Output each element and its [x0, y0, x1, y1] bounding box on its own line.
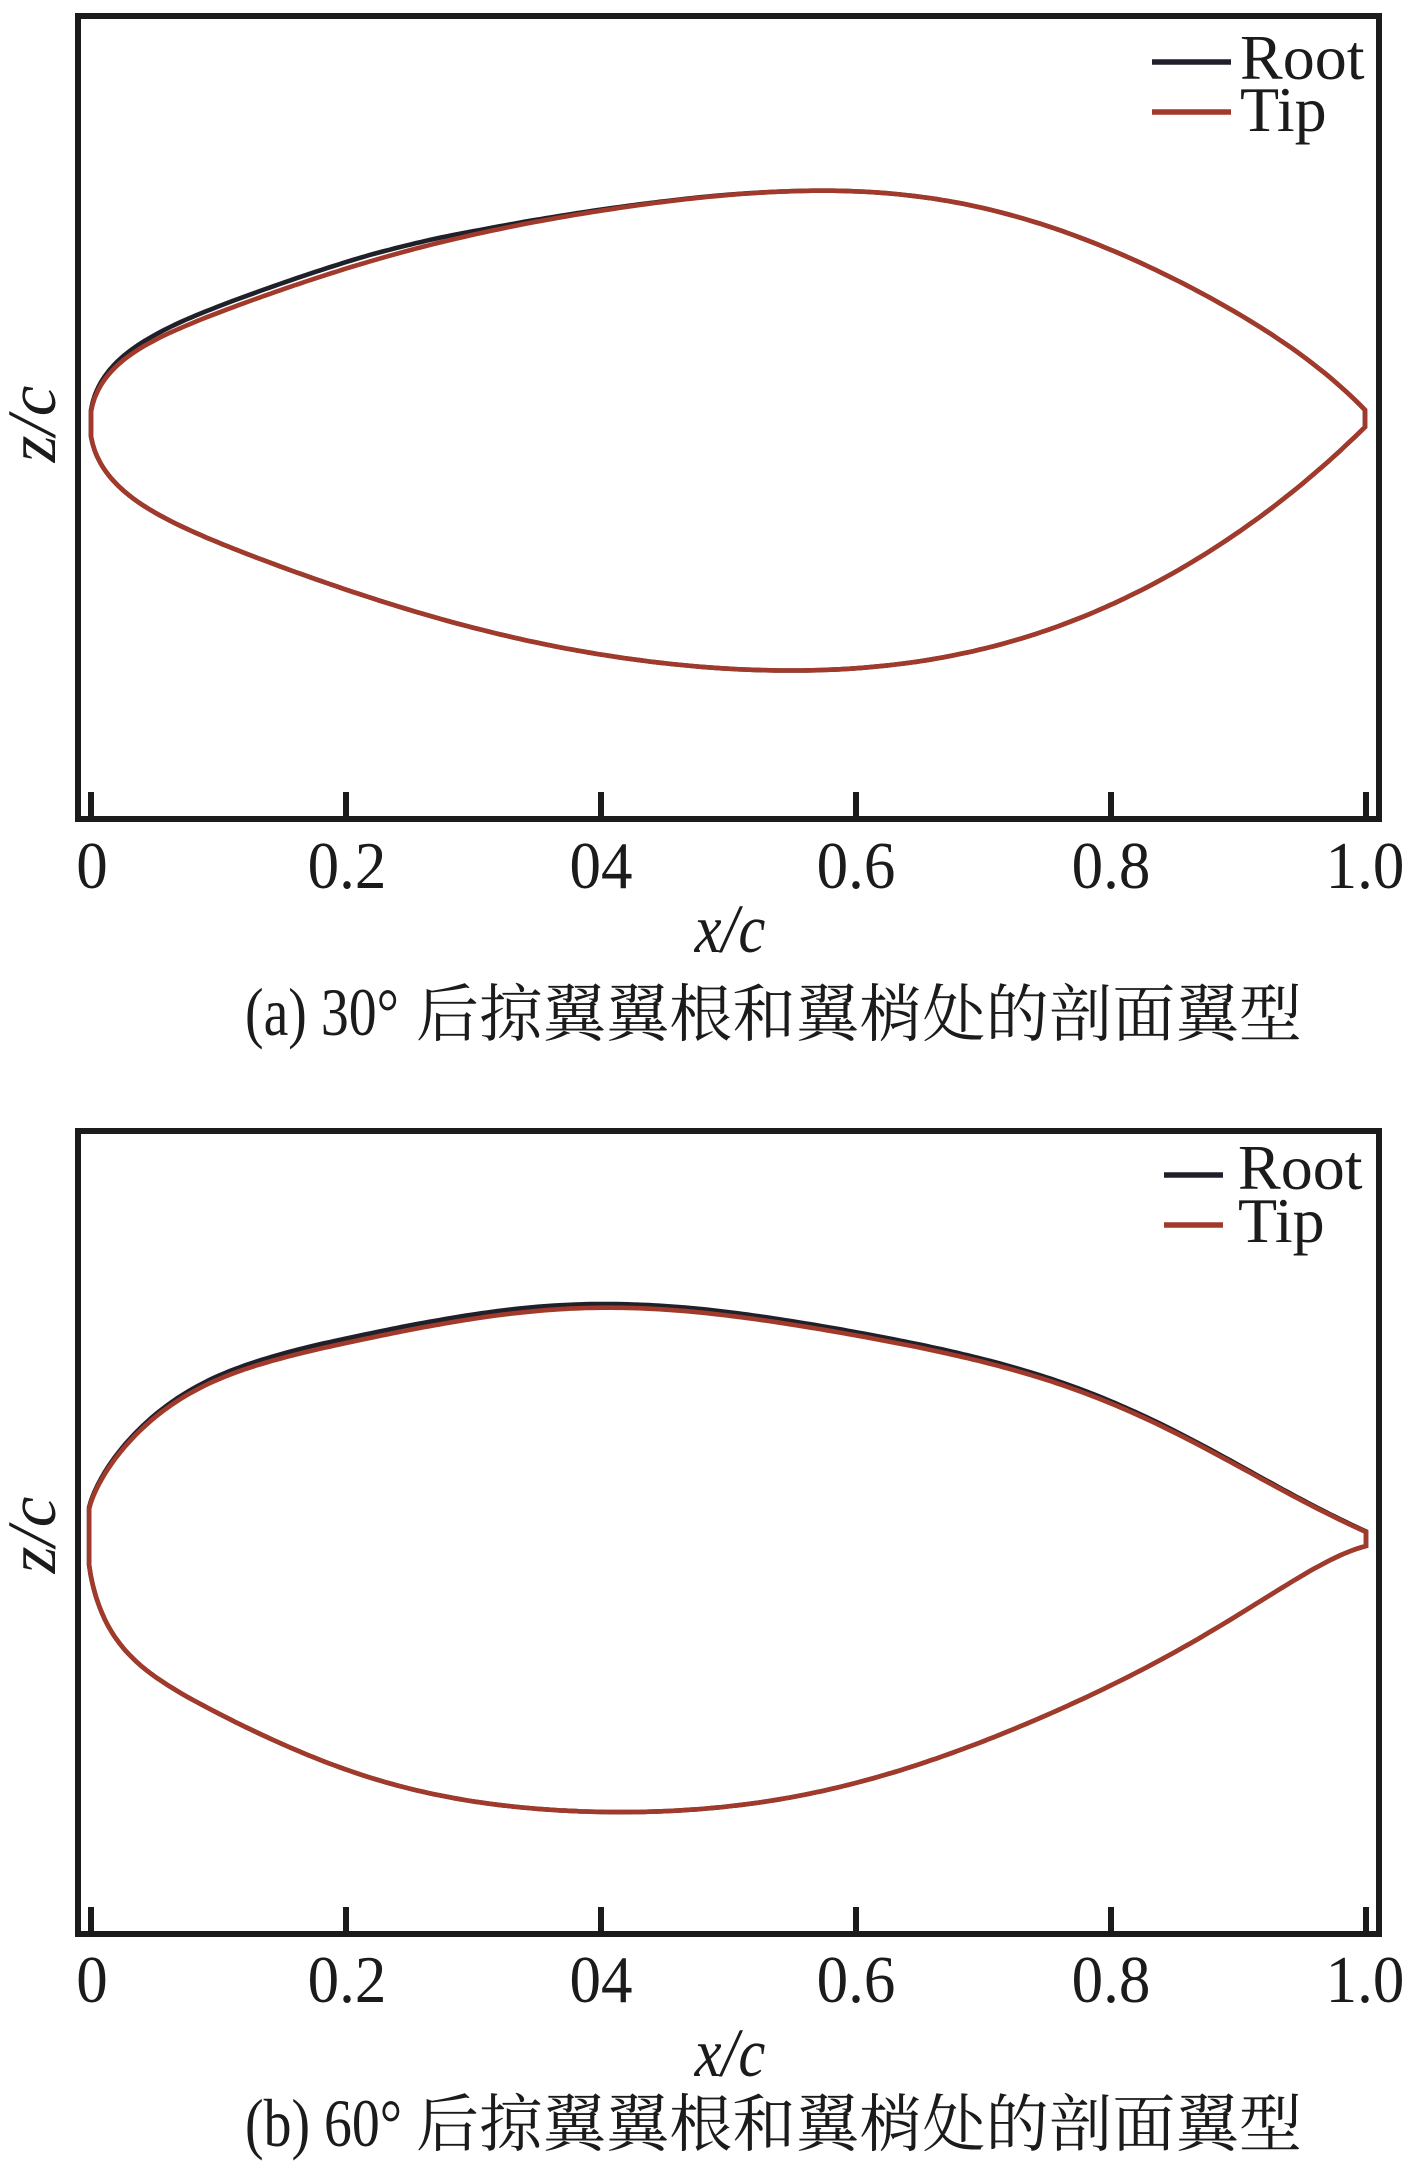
svg-text:z/c: z/c: [0, 386, 70, 464]
svg-text:(b) 60°: (b) 60°: [245, 2087, 402, 2161]
svg-text:Root: Root: [1240, 22, 1365, 93]
svg-text:0.6: 0.6: [817, 829, 896, 903]
svg-text:0.8: 0.8: [1072, 1943, 1151, 2017]
svg-text:0: 0: [76, 829, 107, 903]
svg-text:0.6: 0.6: [817, 1943, 896, 2017]
svg-text:04: 04: [570, 829, 633, 903]
svg-text:04: 04: [570, 1943, 633, 2017]
svg-text:0.8: 0.8: [1072, 829, 1151, 903]
svg-text:1.0: 1.0: [1326, 829, 1405, 903]
svg-text:0.2: 0.2: [308, 1943, 387, 2017]
svg-text:Root: Root: [1238, 1132, 1363, 1203]
svg-text:x/c: x/c: [694, 891, 766, 967]
svg-text:Tip: Tip: [1240, 74, 1327, 145]
svg-text:Tip: Tip: [1238, 1185, 1325, 1256]
svg-text:1.0: 1.0: [1326, 1943, 1405, 2017]
svg-text:x/c: x/c: [694, 2015, 766, 2091]
svg-text:(a) 30°: (a) 30°: [245, 976, 399, 1050]
svg-text:z/c: z/c: [0, 1497, 70, 1575]
svg-text:0: 0: [76, 1943, 107, 2017]
svg-text:0.2: 0.2: [308, 829, 387, 903]
